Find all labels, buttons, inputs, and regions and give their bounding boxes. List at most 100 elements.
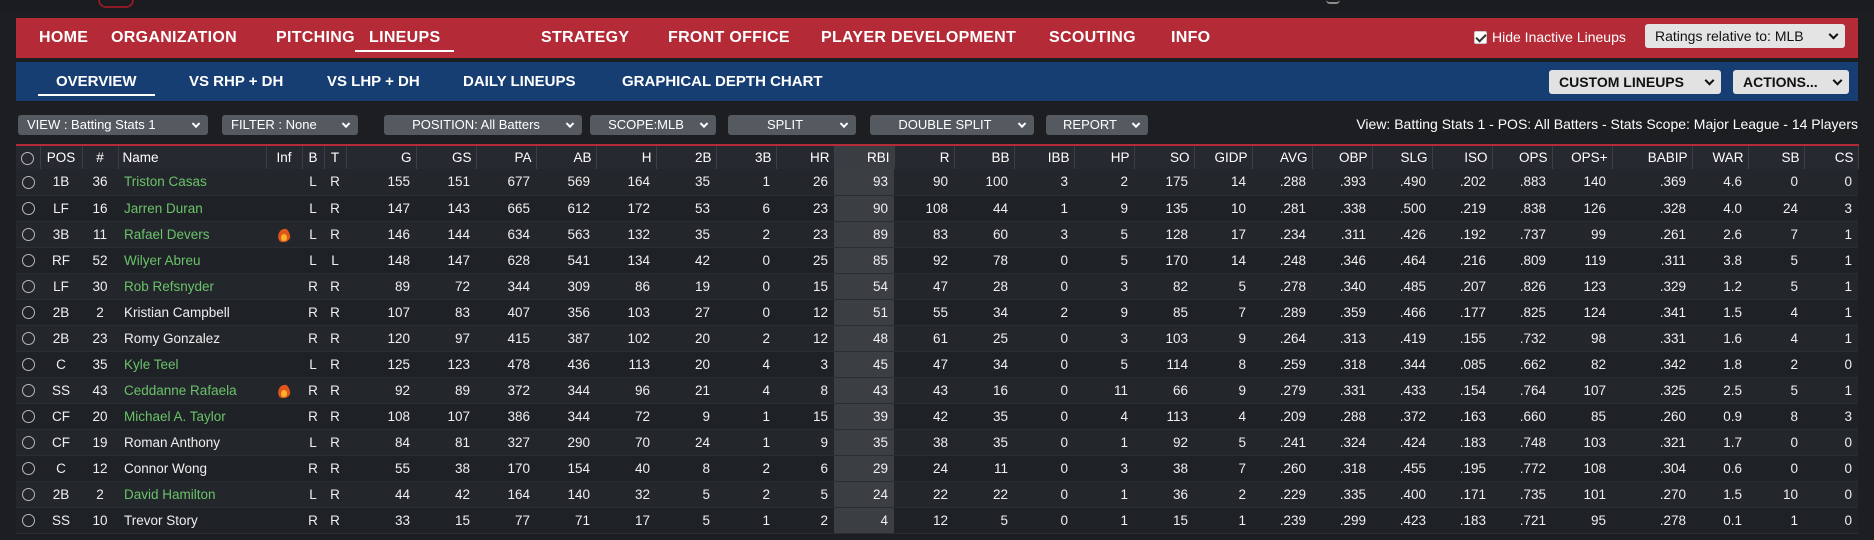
table-row[interactable]: CF 19 Roman Anthony L R 84 81 327 290 70…	[16, 429, 1858, 455]
col-header-sorted[interactable]: RBI	[834, 145, 895, 169]
radio-icon[interactable]	[22, 514, 35, 528]
filter-dropdown[interactable]: FILTER : None	[222, 115, 358, 135]
row-select-radio[interactable]	[16, 169, 40, 195]
player-name-link[interactable]: Rafael Devers	[124, 226, 210, 242]
row-select-radio[interactable]	[16, 273, 40, 299]
actions-dropdown[interactable]: ACTIONS...	[1733, 70, 1849, 94]
table-row[interactable]: 2B 23 Romy Gonzalez R R 120 97 415 387 1…	[16, 325, 1858, 351]
nav-scouting[interactable]: SCOUTING	[1049, 29, 1136, 46]
col-header[interactable]: G	[346, 145, 417, 169]
player-name-link[interactable]: Rob Refsnyder	[124, 278, 215, 294]
col-header[interactable]: OBP	[1312, 145, 1373, 169]
col-header[interactable]: SLG	[1372, 145, 1433, 169]
col-header[interactable]: B	[302, 145, 325, 169]
subtab-vs-lhp-dh[interactable]: VS LHP + DH	[327, 73, 420, 90]
checkbox-icon[interactable]	[1474, 30, 1487, 44]
col-header[interactable]: CS	[1804, 145, 1859, 169]
col-header[interactable]: BB	[954, 145, 1015, 169]
col-header[interactable]: Name	[118, 145, 267, 169]
nav-front-office[interactable]: FRONT OFFICE	[668, 29, 790, 46]
player-name-link[interactable]: Kristian Campbell	[124, 304, 230, 320]
custom-lineups-dropdown[interactable]: CUSTOM LINEUPS	[1549, 70, 1721, 94]
player-name-link[interactable]: Michael A. Taylor	[124, 408, 226, 424]
player-name-link[interactable]: Wilyer Abreu	[124, 252, 201, 268]
radio-icon[interactable]	[22, 280, 35, 294]
col-header[interactable]: H	[596, 145, 657, 169]
col-header[interactable]: SO	[1134, 145, 1195, 169]
radio-icon[interactable]	[22, 254, 35, 268]
table-row[interactable]: CF 20 Michael A. Taylor R R 108 107 386 …	[16, 403, 1858, 429]
nav-player-development[interactable]: PLAYER DEVELOPMENT	[821, 29, 1017, 46]
radio-icon[interactable]	[22, 410, 35, 424]
col-header[interactable]: 2B	[656, 145, 717, 169]
radio-icon[interactable]	[22, 202, 35, 216]
row-select-radio[interactable]	[16, 403, 40, 429]
player-name-link[interactable]: Trevor Story	[124, 512, 198, 528]
col-header[interactable]: POS	[40, 145, 83, 169]
subtab-graphical-depth-chart[interactable]: GRAPHICAL DEPTH CHART	[622, 73, 823, 90]
table-row[interactable]: C 12 Connor Wong R R 55 38 170 154 40 8 …	[16, 455, 1858, 481]
radio-icon[interactable]	[22, 332, 35, 346]
position-dropdown[interactable]: POSITION: All Batters	[384, 115, 582, 135]
col-header[interactable]: #	[82, 145, 119, 169]
split-dropdown[interactable]: SPLIT	[728, 115, 856, 135]
nav-strategy[interactable]: STRATEGY	[541, 29, 630, 46]
row-select-radio[interactable]	[16, 221, 40, 247]
nav-organization[interactable]: ORGANIZATION	[111, 29, 237, 46]
col-header[interactable]: BABIP	[1612, 145, 1693, 169]
row-select-radio[interactable]	[16, 455, 40, 481]
ratings-relative-dropdown[interactable]: Ratings relative to: MLB	[1645, 24, 1845, 48]
table-row[interactable]: C 35 Kyle Teel L R 125 123 478 436 113 2…	[16, 351, 1858, 377]
nav-pitching[interactable]: PITCHING	[276, 29, 355, 46]
table-row[interactable]: 1B 36 Triston Casas L R 155 151 677 569 …	[16, 169, 1858, 195]
hide-inactive-toggle[interactable]: Hide Inactive Lineups	[1474, 26, 1626, 48]
player-name-link[interactable]: Roman Anthony	[124, 434, 221, 450]
player-name-link[interactable]: Connor Wong	[124, 460, 208, 476]
radio-icon[interactable]	[22, 228, 35, 242]
table-row[interactable]: 2B 2 Kristian Campbell R R 107 83 407 35…	[16, 299, 1858, 325]
subtab-daily-lineups[interactable]: DAILY LINEUPS	[463, 73, 576, 90]
radio-icon[interactable]	[22, 462, 35, 476]
radio-icon[interactable]	[22, 306, 35, 320]
report-dropdown[interactable]: REPORT	[1046, 115, 1148, 135]
select-all-radio[interactable]	[16, 145, 41, 169]
subtab-overview[interactable]: OVERVIEW	[38, 62, 155, 101]
table-row[interactable]: LF 16 Jarren Duran L R 147 143 665 612 1…	[16, 195, 1858, 221]
row-select-radio[interactable]	[16, 247, 40, 273]
col-header[interactable]: R	[894, 145, 955, 169]
nav-lineups[interactable]: LINEUPS	[354, 18, 455, 58]
row-select-radio[interactable]	[16, 377, 40, 403]
row-select-radio[interactable]	[16, 325, 40, 351]
radio-icon[interactable]	[22, 436, 35, 450]
player-name-link[interactable]: Jarren Duran	[124, 200, 203, 216]
nav-home[interactable]: HOME	[39, 29, 89, 46]
row-select-radio[interactable]	[16, 429, 40, 455]
radio-icon[interactable]	[22, 384, 35, 398]
player-name-link[interactable]: Kyle Teel	[124, 356, 179, 372]
row-select-radio[interactable]	[16, 351, 40, 377]
col-header[interactable]: AVG	[1252, 145, 1313, 169]
col-header[interactable]: HR	[776, 145, 835, 169]
player-name-link[interactable]: Triston Casas	[124, 174, 207, 190]
table-row[interactable]: 3B 11 Rafael Devers L R 146 144 634 563 …	[16, 221, 1858, 247]
col-header[interactable]: Inf	[266, 145, 303, 169]
col-header[interactable]: ISO	[1432, 145, 1493, 169]
row-select-radio[interactable]	[16, 481, 40, 507]
col-header[interactable]: WAR	[1692, 145, 1749, 169]
row-select-radio[interactable]	[16, 299, 40, 325]
player-name-link[interactable]: David Hamilton	[124, 486, 216, 502]
player-name-link[interactable]: Romy Gonzalez	[124, 330, 221, 346]
radio-icon[interactable]	[21, 151, 35, 165]
nav-info[interactable]: INFO	[1171, 29, 1211, 46]
table-row[interactable]: 2B 2 David Hamilton L R 44 42 164 140 32…	[16, 481, 1858, 507]
col-header[interactable]: GIDP	[1194, 145, 1253, 169]
view-dropdown[interactable]: VIEW : Batting Stats 1	[18, 115, 208, 135]
col-header[interactable]: SB	[1748, 145, 1805, 169]
col-header[interactable]: GS	[416, 145, 477, 169]
col-header[interactable]: T	[324, 145, 347, 169]
radio-icon[interactable]	[22, 176, 35, 190]
col-header[interactable]: AB	[536, 145, 597, 169]
col-header[interactable]: IBB	[1014, 145, 1075, 169]
table-row[interactable]: SS 43 Ceddanne Rafaela R R 92 89 372 344…	[16, 377, 1858, 403]
double-split-dropdown[interactable]: DOUBLE SPLIT	[870, 115, 1034, 135]
